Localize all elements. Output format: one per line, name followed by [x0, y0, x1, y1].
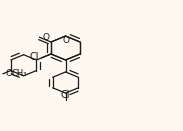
Text: Cl: Cl	[30, 52, 39, 62]
Text: Cl: Cl	[61, 90, 70, 100]
Text: O: O	[62, 36, 69, 45]
Text: CH₃: CH₃	[12, 69, 27, 78]
Text: O: O	[42, 33, 49, 42]
Text: O: O	[5, 69, 12, 78]
